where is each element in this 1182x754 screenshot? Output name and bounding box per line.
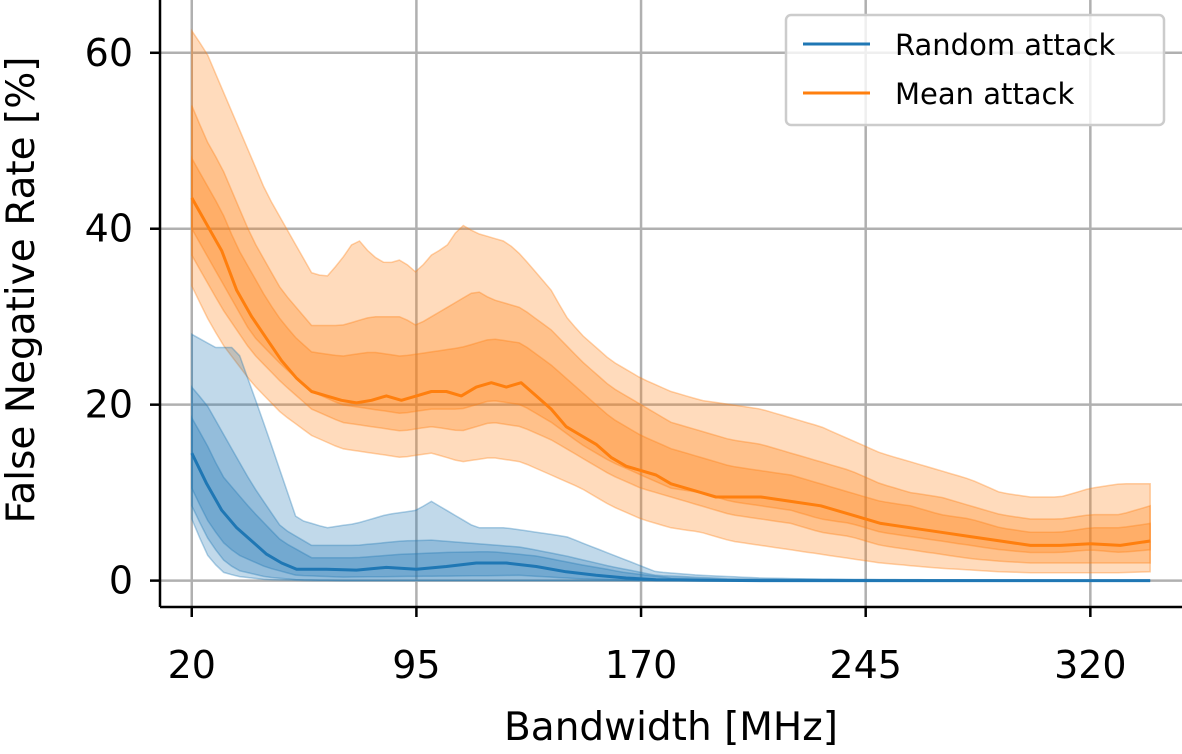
legend: Random attack Mean attack (784, 13, 1166, 127)
mean-attack-band-3 (191, 155, 1151, 554)
legend-label-mean-attack: Mean attack (895, 77, 1074, 111)
mean-attack-line (190, 197, 1151, 547)
x-tick-label: 170 (605, 643, 678, 687)
legend-label-random-attack: Random attack (895, 28, 1116, 62)
mean-attack-band-2 (191, 105, 1151, 564)
y-tick-label: 20 (85, 383, 133, 427)
x-tick-label: 245 (829, 643, 902, 687)
x-tick-label: 320 (1054, 643, 1127, 687)
y-tick-label: 0 (109, 559, 133, 603)
y-tick-label: 60 (85, 31, 133, 75)
mean-attack-band-1 (191, 28, 1151, 574)
axes (158, 0, 1182, 609)
x-tick-label: 20 (168, 643, 216, 687)
series-lines (190, 197, 1151, 583)
y-axis-label: False Negative Rate [%] (0, 56, 44, 523)
x-tick-label: 95 (392, 643, 440, 687)
ticks: 20 95 170 245 320 0 20 40 60 (85, 31, 1127, 687)
y-tick-label: 40 (85, 207, 133, 251)
random-attack-line (190, 452, 1151, 583)
legend-frame (784, 13, 1166, 127)
x-axis-label: Bandwidth [MHz] (504, 705, 838, 750)
